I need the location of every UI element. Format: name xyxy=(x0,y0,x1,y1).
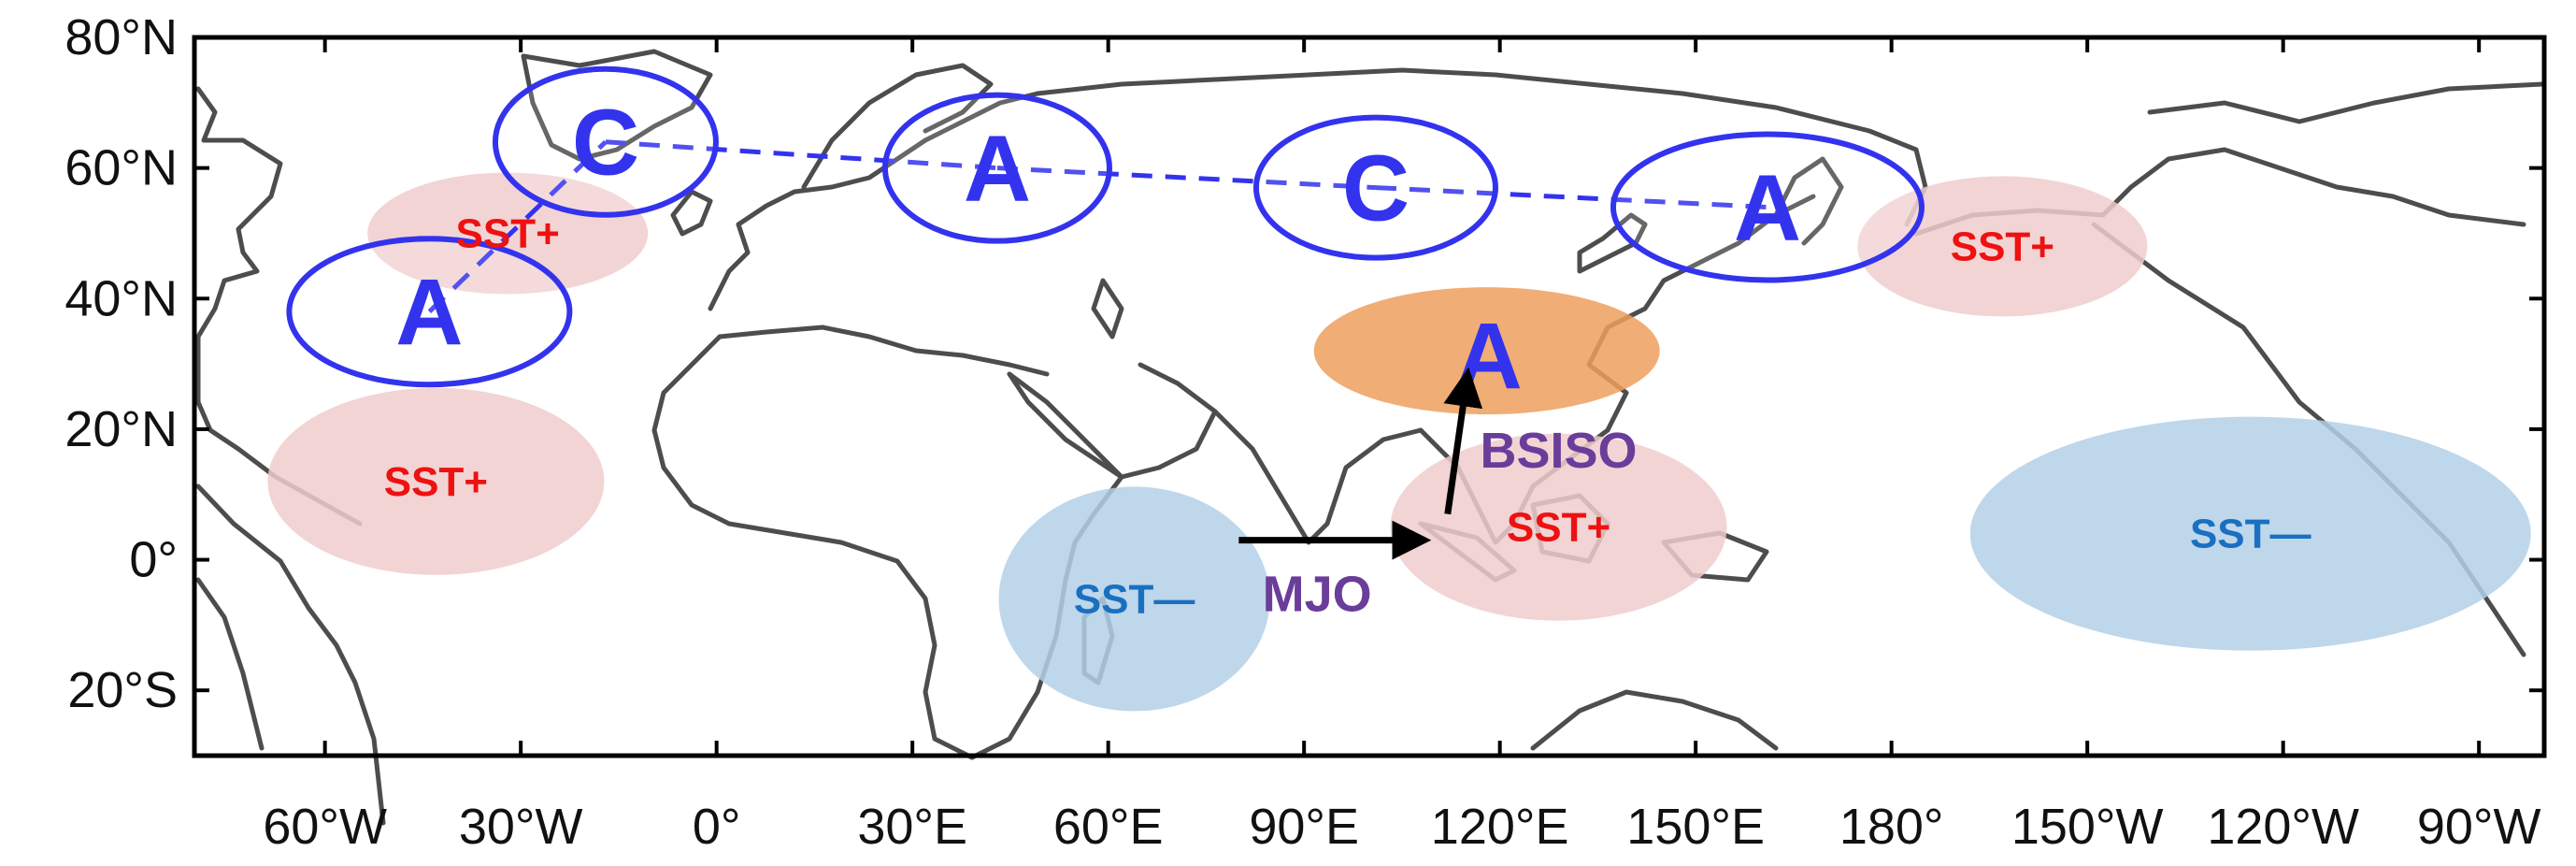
bsiso-arrow xyxy=(1443,367,1483,515)
x-axis-labels: 60°W 30°W 0° 30°E 60°E 90°E 120°E 150°E 180° 150°… xyxy=(263,799,2540,855)
x-axis-label: 30°E xyxy=(857,799,967,855)
mjo-label: MJO xyxy=(1263,566,1372,622)
anticyclone-center-outline xyxy=(1610,131,1925,283)
coast-north-america xyxy=(195,86,363,527)
sst-region-negative-5 xyxy=(1969,416,2531,651)
anticyclone-center-label: A xyxy=(964,117,1031,222)
cyclone-center-label: C xyxy=(572,91,639,195)
y-axis-labels: 80°N 60°N 40°N 20°N 0° 20°S xyxy=(64,9,178,718)
sst-label-negative: SST— xyxy=(2190,512,2311,557)
cyclone-center-outline xyxy=(492,65,719,218)
x-axis-label: 180° xyxy=(1839,799,1944,855)
anticyclone-center-outline xyxy=(286,236,573,388)
highlight-anomaly-region xyxy=(1313,287,1660,415)
coast-south-america xyxy=(195,484,386,826)
sst-label-negative: SST— xyxy=(1074,576,1195,622)
sst-label-positive: SST+ xyxy=(1951,224,2054,269)
coast-australia xyxy=(1530,689,1779,751)
coast-caspian xyxy=(1091,278,1124,339)
coast-india xyxy=(1212,409,1424,545)
map-frame xyxy=(192,35,2547,758)
cyclone-center-label: C xyxy=(1342,137,1410,241)
sst-label-positive: SST+ xyxy=(384,459,488,505)
cyclone-center-outline xyxy=(1252,114,1498,261)
coast-kamchatka xyxy=(1773,156,1844,246)
coast-mediterranean xyxy=(717,325,1050,377)
sst-region-positive-2 xyxy=(1857,176,2148,317)
x-axis-label: 120°W xyxy=(2207,799,2359,855)
y-axis-label: 60°N xyxy=(64,140,178,196)
x-axis-label: 60°W xyxy=(263,799,387,855)
x-axis-label: 0° xyxy=(693,799,741,855)
anticyclone-center-label: A xyxy=(1734,156,1801,261)
sst-label-positive: SST+ xyxy=(1507,505,1610,551)
wave-train-segment xyxy=(996,166,1377,191)
coast-greenland xyxy=(521,49,713,162)
coast-europe xyxy=(708,91,1040,311)
x-axis-label: 90°W xyxy=(2417,799,2541,855)
sst-region-positive-3 xyxy=(1390,433,1727,621)
y-axis-label: 20°S xyxy=(67,662,178,718)
y-axis-label: 20°N xyxy=(64,401,178,457)
ticks-layer xyxy=(194,36,2544,756)
x-axis-label: 90°E xyxy=(1249,799,1359,855)
anticyclone-center-outline xyxy=(881,92,1112,244)
wave-train-segment xyxy=(427,139,608,314)
y-axis-label: 80°N xyxy=(64,9,178,65)
sst-label-positive: SST+ xyxy=(456,210,560,256)
x-axis-label: 60°E xyxy=(1053,799,1164,855)
coast-arabia xyxy=(1007,362,1218,480)
coast-siberia xyxy=(1035,67,1928,227)
coast-arctic-na xyxy=(2147,81,2545,124)
x-axis-label: 30°W xyxy=(459,799,583,855)
coast-scandinavia xyxy=(801,63,994,190)
y-axis-label: 0° xyxy=(129,532,178,588)
sst-region-positive-1 xyxy=(267,387,605,575)
anticyclone-center-label: A xyxy=(395,260,463,365)
x-axis-label: 150°E xyxy=(1626,799,1765,855)
x-axis-label: 120°E xyxy=(1431,799,1569,855)
x-axis-label: 150°W xyxy=(2011,799,2164,855)
coast-japan xyxy=(1577,212,1648,274)
y-axis-label: 40°N xyxy=(64,270,178,326)
coast-uk xyxy=(670,189,713,237)
sst-region-negative-4 xyxy=(998,486,1270,712)
bsiso-label: BSISO xyxy=(1480,423,1637,479)
